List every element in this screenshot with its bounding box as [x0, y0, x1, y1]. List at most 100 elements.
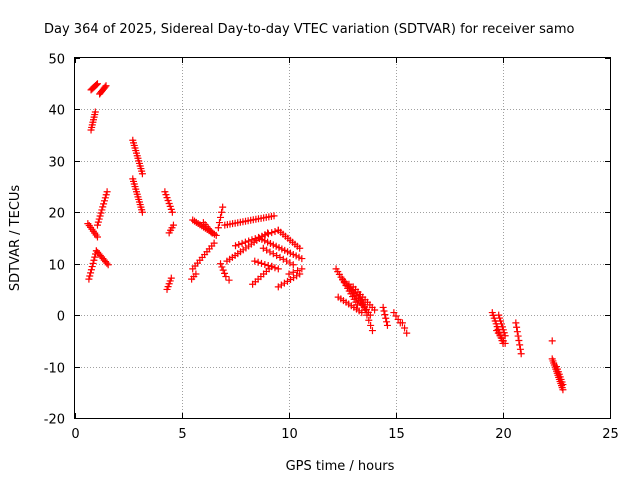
- data-point: [218, 263, 226, 271]
- data-point: [368, 327, 376, 335]
- data-point: [87, 266, 95, 274]
- data-point: [559, 381, 567, 389]
- data-point: [357, 296, 365, 304]
- data-point: [214, 224, 222, 232]
- data-point: [382, 314, 390, 322]
- data-point: [93, 81, 101, 89]
- data-point: [91, 108, 99, 116]
- data-point: [501, 339, 509, 347]
- data-point: [90, 256, 98, 264]
- data-point: [286, 259, 294, 267]
- data-point: [293, 272, 301, 280]
- data-point: [89, 259, 97, 267]
- data-point: [514, 332, 522, 340]
- data-point: [235, 241, 243, 249]
- data-point: [138, 208, 146, 216]
- data-point: [169, 221, 177, 229]
- y-tick-label: 0: [57, 310, 65, 325]
- data-point: [403, 329, 411, 337]
- x-tick-label: 0: [71, 427, 79, 442]
- data-point: [289, 268, 297, 276]
- data-point: [359, 301, 367, 309]
- data-point: [192, 270, 200, 278]
- x-axis-ticks: 0 5 10 15 20 25: [71, 58, 619, 442]
- data-point: [218, 208, 226, 216]
- data-point: [495, 311, 503, 319]
- data-point: [101, 194, 109, 202]
- data-point: [99, 203, 107, 211]
- chart-title: Day 364 of 2025, Sidereal Day-to-day VTE…: [44, 22, 575, 37]
- data-point: [162, 191, 170, 199]
- data-point: [208, 229, 216, 237]
- data-point: [266, 248, 274, 256]
- data-point: [102, 82, 110, 90]
- data-point: [269, 250, 277, 258]
- x-axis-label: GPS time / hours: [286, 459, 395, 474]
- data-point: [383, 318, 391, 326]
- data-point: [161, 188, 169, 196]
- data-point: [499, 326, 507, 334]
- data-point: [167, 205, 175, 213]
- data-point: [289, 261, 297, 269]
- data-point: [93, 221, 101, 229]
- data-point: [95, 215, 103, 223]
- data-point: [277, 281, 285, 289]
- data-point: [91, 253, 99, 261]
- data-point: [270, 212, 278, 220]
- data-point: [87, 269, 95, 277]
- data-point: [271, 227, 279, 235]
- data-point: [363, 311, 371, 319]
- data-point: [273, 252, 281, 260]
- data-point: [238, 239, 246, 247]
- data-point: [516, 345, 524, 353]
- data-point: [383, 321, 391, 329]
- data-point: [263, 246, 271, 254]
- data-point: [168, 208, 176, 216]
- y-tick-label: -10: [44, 362, 65, 377]
- data-point: [98, 206, 106, 214]
- grid: [75, 58, 610, 418]
- data-point: [496, 314, 504, 322]
- data-point: [516, 341, 524, 349]
- y-tick-label: -20: [44, 413, 65, 428]
- data-point: [222, 273, 230, 281]
- data-point: [257, 259, 265, 267]
- data-point: [103, 188, 111, 196]
- data-point: [163, 194, 171, 202]
- data-point: [294, 267, 302, 275]
- data-point: [241, 238, 249, 246]
- data-point: [97, 209, 105, 217]
- data-point: [215, 219, 223, 227]
- data-point: [283, 257, 291, 265]
- data-point: [221, 269, 229, 277]
- data-point: [103, 259, 111, 267]
- data-point: [212, 231, 220, 239]
- data-point: [259, 244, 267, 252]
- data-point: [517, 350, 525, 358]
- data-point: [513, 323, 521, 331]
- data-point: [101, 83, 109, 91]
- data-point: [268, 262, 276, 270]
- y-tick-label: 10: [48, 259, 65, 274]
- y-tick-label: 20: [48, 207, 65, 222]
- data-point: [217, 213, 225, 221]
- data-point: [280, 279, 288, 287]
- data-point: [88, 263, 96, 271]
- data-point: [497, 320, 505, 328]
- data-point: [93, 233, 101, 241]
- data-point: [93, 80, 101, 88]
- y-tick-label: 40: [48, 104, 65, 119]
- data-point: [401, 324, 409, 332]
- data-point: [513, 328, 521, 336]
- data-point: [254, 258, 262, 266]
- data-point: [85, 275, 93, 283]
- data-point: [512, 319, 520, 327]
- data-point: [371, 306, 379, 314]
- data-point: [356, 291, 364, 299]
- data-point: [381, 311, 389, 319]
- data-point: [285, 270, 293, 278]
- x-tick-label: 10: [281, 427, 298, 442]
- data-point: [225, 276, 233, 284]
- data-point: [164, 197, 172, 205]
- data-point: [497, 317, 505, 325]
